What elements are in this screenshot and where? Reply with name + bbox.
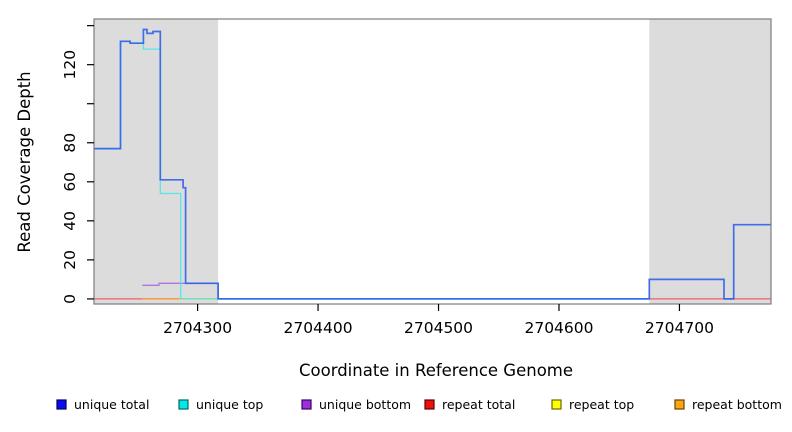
legend-entry-label: repeat total (442, 397, 515, 412)
x-tick-label: 2704600 (524, 319, 593, 337)
x-tick-label: 2704300 (163, 319, 232, 337)
legend-swatch-icon (424, 399, 435, 410)
y-axis-title: Read Coverage Depth (15, 71, 34, 252)
legend-swatch-icon (56, 399, 67, 410)
x-tick-label: 2704700 (645, 319, 714, 337)
legend-entry: repeat total (424, 397, 515, 412)
y-tick-label: 0 (61, 294, 79, 304)
right-repeat-region (649, 19, 771, 304)
legend-entry-label: repeat top (569, 397, 634, 412)
legend-entry: repeat top (551, 397, 634, 412)
y-tick-label: 20 (61, 250, 79, 270)
legend-entry: unique total (56, 397, 149, 412)
legend-entry-label: unique top (196, 397, 263, 412)
legend-entry-label: unique bottom (319, 397, 411, 412)
legend-swatch-icon (551, 399, 562, 410)
y-tick-label: 120 (61, 50, 79, 80)
legend-entry: unique bottom (301, 397, 411, 412)
legend-swatch-icon (674, 399, 685, 410)
legend-entry: repeat bottom (674, 397, 782, 412)
left-repeat-region (94, 19, 219, 304)
x-tick-label: 2704400 (284, 319, 353, 337)
series-unique-total (94, 28, 771, 300)
legend-entry-label: repeat bottom (692, 397, 782, 412)
shaded-bands (94, 19, 771, 304)
series-layer (94, 28, 771, 300)
y-tick-label: 80 (61, 133, 79, 153)
legend-entry: unique top (178, 397, 263, 412)
plot-box (93, 18, 772, 305)
legend-swatch-icon (301, 399, 312, 410)
y-tick-label: 40 (61, 211, 79, 231)
legend-entry-label: unique total (74, 397, 149, 412)
axes-layer: 2704300 2704400 2704500 2704600 2704700 0 20 40… (61, 18, 772, 337)
x-axis-title: Coordinate in Reference Genome (299, 361, 573, 380)
legend-swatch-icon (178, 399, 189, 410)
x-tick-label: 2704500 (404, 319, 473, 337)
legend: unique total unique top unique bottom repea… (56, 397, 782, 412)
y-tick-label: 60 (61, 172, 79, 192)
